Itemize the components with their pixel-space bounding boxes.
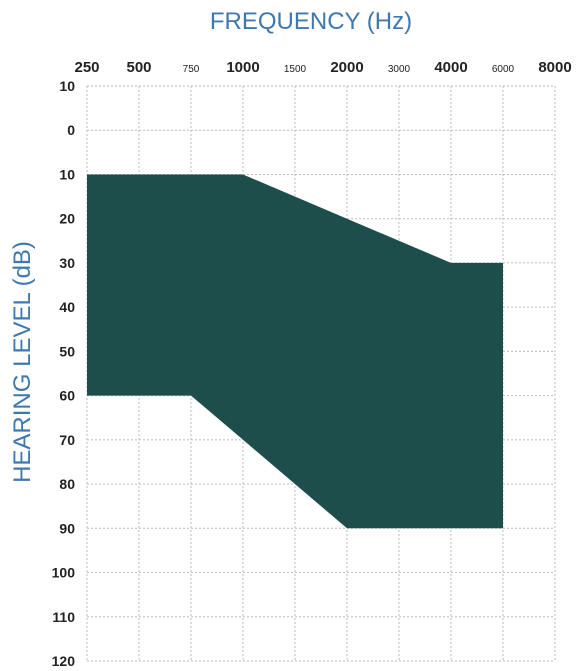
y-tick-label: 50 — [59, 343, 75, 359]
y-tick-label: 0 — [67, 122, 75, 138]
y-tick-label: 120 — [52, 653, 76, 666]
x-tick-labels: 250 500 750 1000 1500 2000 3000 4000 6000 8000 — [74, 59, 571, 76]
y-tick-label: 80 — [59, 476, 75, 492]
region-layer — [87, 174, 503, 529]
y-tick-label: 40 — [59, 299, 75, 315]
y-tick-label: 90 — [59, 520, 75, 536]
x-tick-label: 4000 — [434, 59, 467, 76]
x-tick-label: 500 — [126, 59, 151, 76]
x-tick-label: 750 — [183, 64, 200, 75]
y-tick-label: 110 — [52, 609, 75, 625]
y-tick-label: 10 — [59, 166, 75, 182]
y-tick-label: 70 — [59, 432, 75, 448]
x-tick-label: 3000 — [388, 64, 411, 75]
x-tick-label: 1500 — [284, 64, 307, 75]
x-tick-label: 250 — [74, 59, 99, 76]
y-tick-label: 10 — [59, 78, 75, 94]
y-tick-label: 60 — [59, 388, 75, 404]
y-tick-label: 100 — [52, 565, 76, 581]
x-tick-label: 6000 — [492, 64, 515, 75]
x-tick-label: 8000 — [538, 59, 571, 76]
x-tick-label: 2000 — [330, 59, 363, 76]
y-axis-title: HEARING LEVEL (dB) — [9, 241, 36, 483]
y-tick-label: 20 — [59, 211, 75, 227]
y-tick-label: 30 — [59, 255, 75, 271]
shaded-region — [87, 174, 503, 529]
x-axis-title: FREQUENCY (Hz) — [210, 8, 412, 35]
x-tick-label: 1000 — [226, 59, 259, 76]
